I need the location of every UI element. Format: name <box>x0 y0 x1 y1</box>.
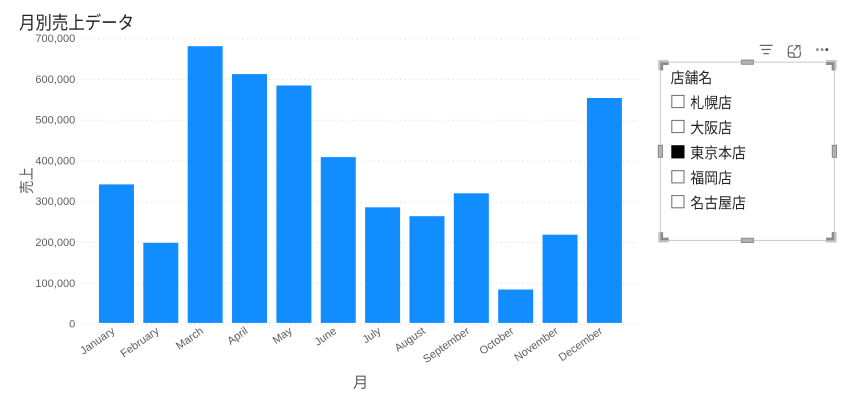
svg-text:April: April <box>225 325 250 347</box>
svg-text:September: September <box>421 325 472 366</box>
svg-text:January: January <box>78 325 117 358</box>
svg-text:July: July <box>360 325 383 346</box>
svg-text:August: August <box>393 325 428 354</box>
svg-text:700,000: 700,000 <box>35 33 75 45</box>
svg-text:February: February <box>119 325 162 360</box>
svg-text:500,000: 500,000 <box>35 115 75 127</box>
svg-text:March: March <box>174 325 206 352</box>
svg-text:October: October <box>477 325 516 357</box>
svg-text:200,000: 200,000 <box>35 237 75 249</box>
svg-text:May: May <box>271 325 295 347</box>
svg-text:300,000: 300,000 <box>35 196 75 208</box>
svg-text:November: November <box>512 325 561 364</box>
svg-text:100,000: 100,000 <box>35 278 75 290</box>
svg-text:0: 0 <box>69 319 75 331</box>
svg-text:600,000: 600,000 <box>35 74 75 86</box>
svg-text:400,000: 400,000 <box>35 155 75 167</box>
svg-text:December: December <box>557 325 606 364</box>
svg-text:June: June <box>313 325 339 349</box>
